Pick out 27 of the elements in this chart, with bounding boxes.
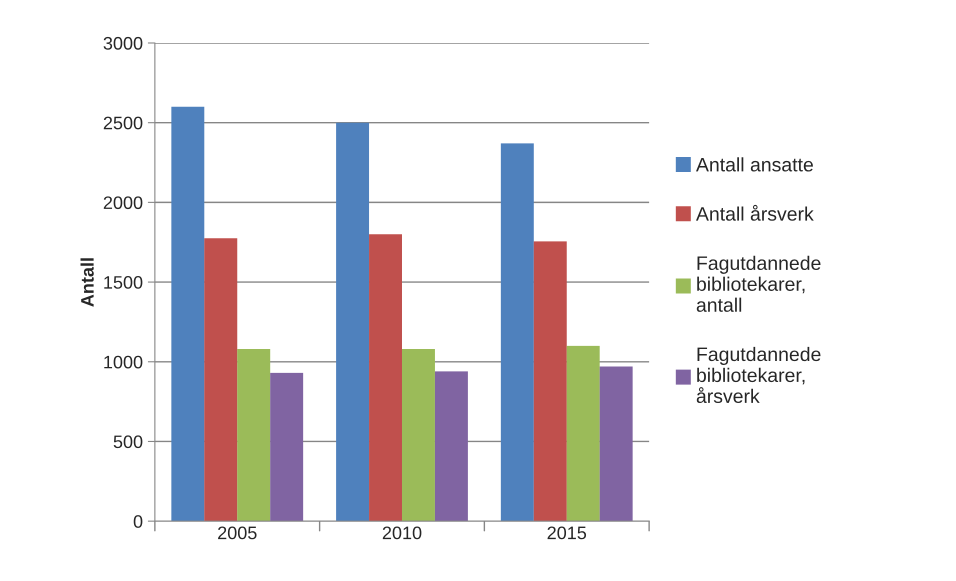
x-tick-label: 2010 (382, 526, 422, 540)
x-tick-label: 2015 (548, 526, 586, 540)
bar (500, 143, 534, 522)
y-tick-label: 2000 (104, 196, 142, 210)
bar (171, 106, 204, 522)
y-tick-label: 2500 (104, 116, 142, 130)
bar (237, 349, 270, 522)
bar (600, 366, 633, 522)
bar (369, 234, 402, 522)
bar (204, 238, 238, 522)
bar (336, 122, 370, 522)
y-tick-label: 1500 (104, 276, 142, 289)
y-tick-label: 3000 (104, 36, 142, 50)
y-axis-title: Antall (80, 258, 94, 307)
bar (270, 372, 304, 522)
legend-label: Antall årsverk (696, 204, 814, 221)
y-tick-label: 0 (134, 515, 142, 528)
y-tick-label: 500 (114, 435, 142, 448)
y-tick-label: 1000 (104, 356, 142, 368)
legend-label: Antall ansatte (696, 157, 813, 172)
bar (434, 371, 468, 522)
x-tick-label: 2005 (218, 526, 257, 540)
bar (566, 346, 600, 522)
bar (402, 349, 435, 522)
legend-label: Fagutdannede bibliotekarer, antall (696, 256, 821, 312)
bar (534, 241, 567, 522)
legend-label: Fagutdannede bibliotekarer, årsverk (696, 346, 821, 404)
